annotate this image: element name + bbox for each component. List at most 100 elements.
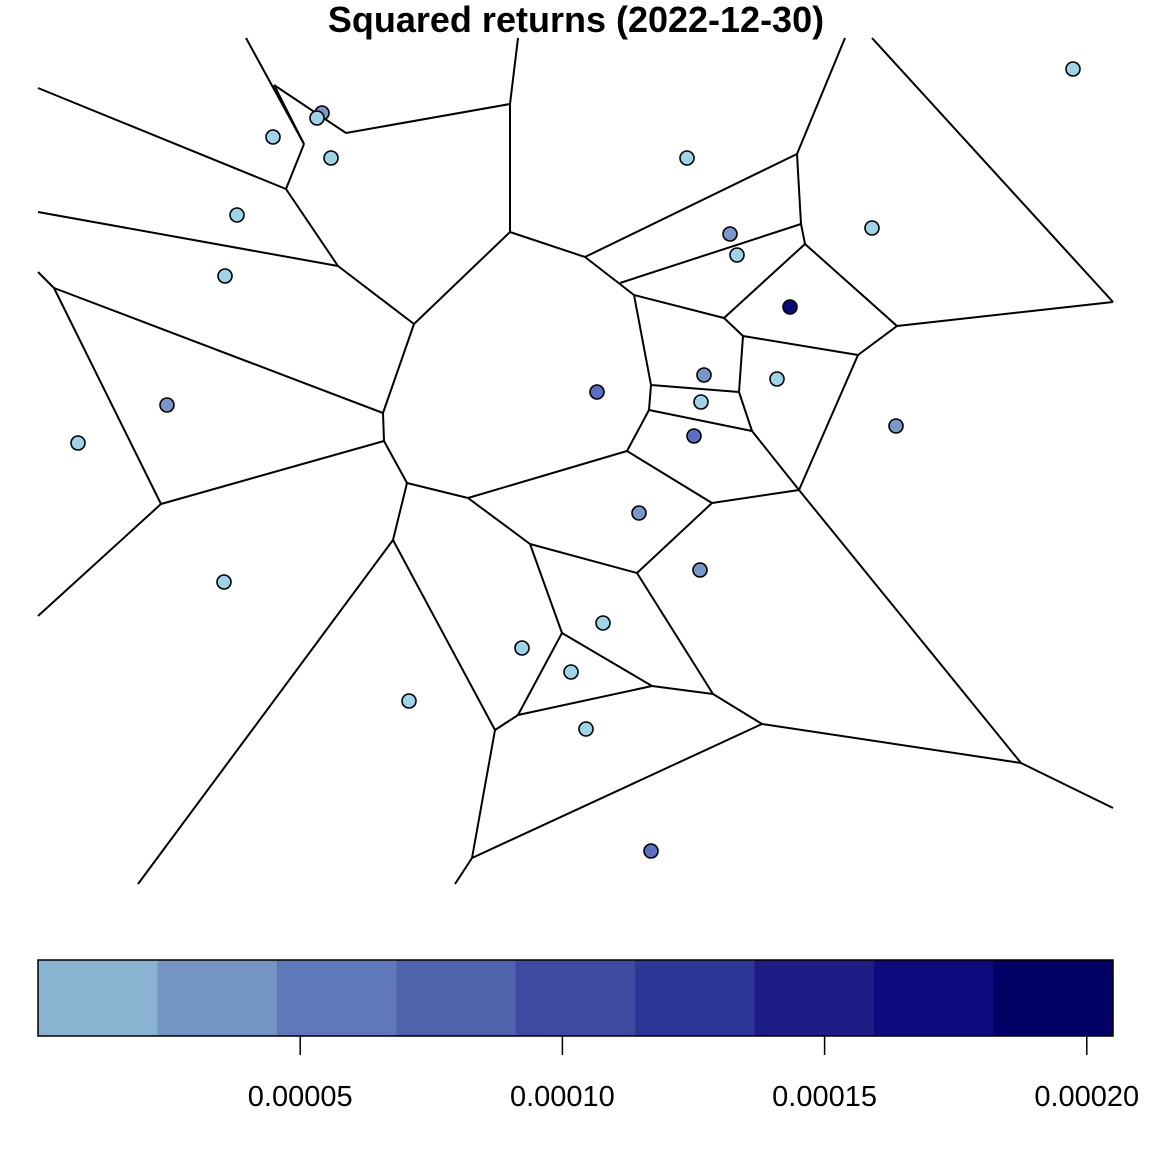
site-point — [578, 721, 594, 737]
voronoi-edge — [392, 539, 496, 731]
voronoi-edge — [383, 440, 408, 484]
colorbar-bin — [276, 960, 397, 1036]
colorbar-bin — [157, 960, 278, 1036]
voronoi-edge — [648, 409, 753, 432]
voronoi-edge — [798, 354, 859, 491]
site-point — [323, 150, 339, 166]
site-point — [692, 562, 708, 578]
voronoi-edge — [738, 335, 744, 393]
colorbar-bin — [635, 960, 756, 1036]
voronoi-edge — [285, 143, 305, 190]
voronoi-edge — [633, 294, 725, 319]
site-point — [696, 367, 712, 383]
site-point — [782, 299, 798, 315]
site-point — [888, 418, 904, 434]
colorbar-bin — [396, 960, 517, 1036]
voronoi-edge — [798, 489, 1022, 764]
voronoi-edge — [626, 409, 650, 452]
voronoi-edge — [392, 482, 408, 541]
voronoi-edge — [509, 37, 519, 105]
site-point — [401, 693, 417, 709]
voronoi-edge — [494, 714, 519, 731]
site-point — [589, 384, 605, 400]
colorbar-bin — [993, 960, 1114, 1036]
voronoi-edge — [561, 632, 653, 687]
voronoi-edge — [467, 450, 628, 499]
voronoi-edge — [273, 84, 347, 134]
voronoi-edge — [53, 287, 162, 505]
colorbar-bin — [515, 960, 636, 1036]
colorbar: 0.00005 0.00010 0.00015 0.00020 — [37, 959, 1139, 1113]
voronoi-cell-edges — [37, 37, 1114, 885]
voronoi-edge — [651, 685, 714, 695]
site-point — [563, 664, 579, 680]
voronoi-edge — [796, 37, 846, 155]
voronoi-edge — [650, 384, 740, 393]
voronoi-edge — [509, 231, 586, 258]
site-point — [217, 268, 233, 284]
site-point — [679, 150, 695, 166]
voronoi-edge — [584, 153, 798, 258]
voronoi-edge — [626, 450, 713, 504]
voronoi-edge — [160, 440, 385, 505]
voronoi-edge — [382, 323, 415, 414]
voronoi-edge — [723, 243, 806, 319]
voronoi-edge — [738, 391, 753, 432]
voronoi-edge — [529, 543, 638, 574]
voronoi-edge — [273, 84, 305, 145]
site-point — [595, 615, 611, 631]
voronoi-edge — [517, 632, 563, 716]
voronoi-edge — [712, 693, 763, 725]
voronoi-edge — [37, 211, 339, 267]
voronoi-edge — [53, 287, 384, 414]
voronoi-edge — [337, 265, 415, 325]
site-point — [693, 394, 709, 410]
site-point — [229, 207, 245, 223]
site-point — [729, 247, 745, 263]
site-point — [216, 574, 232, 590]
voronoi-edge — [37, 87, 287, 190]
voronoi-edge — [636, 502, 713, 574]
site-point — [631, 505, 647, 521]
site-point — [309, 110, 325, 126]
voronoi-edge — [633, 294, 652, 386]
site-point — [159, 397, 175, 413]
voronoi-edge — [796, 153, 802, 225]
voronoi-edge — [804, 243, 898, 327]
site-point — [643, 843, 659, 859]
voronoi-edge — [711, 489, 800, 504]
voronoi-edge — [751, 430, 800, 491]
voronoi-edge — [723, 317, 744, 337]
site-point — [514, 640, 530, 656]
colorbar-tick-label: 0.00005 — [248, 1081, 353, 1113]
voronoi-edge — [896, 301, 1114, 327]
voronoi-edge — [406, 482, 469, 499]
voronoi-edge — [529, 543, 563, 634]
voronoi-edge — [857, 325, 898, 356]
voronoi-edge — [285, 188, 339, 267]
voronoi-edge — [761, 723, 1022, 764]
site-point — [265, 129, 281, 145]
voronoi-edge — [137, 539, 394, 885]
voronoi-edge — [454, 857, 473, 885]
voronoi-edge — [382, 412, 385, 442]
voronoi-edge — [471, 729, 496, 859]
voronoi-edge — [517, 685, 653, 716]
voronoi-edge — [413, 231, 511, 325]
voronoi-edge — [37, 271, 55, 289]
site-points — [70, 61, 1081, 859]
site-point — [686, 428, 702, 444]
voronoi-edge — [37, 503, 162, 617]
site-point — [722, 226, 738, 242]
voronoi-edge — [1020, 762, 1114, 809]
voronoi-edge — [471, 723, 763, 859]
voronoi-edge — [742, 335, 859, 356]
voronoi-edge — [800, 223, 806, 245]
colorbar-frame — [37, 959, 1114, 1037]
voronoi-edge — [345, 103, 511, 134]
colorbar-tick-label: 0.00015 — [772, 1081, 877, 1113]
site-point — [1065, 61, 1081, 77]
voronoi-edge — [871, 37, 1114, 303]
colorbar-bin — [874, 960, 995, 1036]
